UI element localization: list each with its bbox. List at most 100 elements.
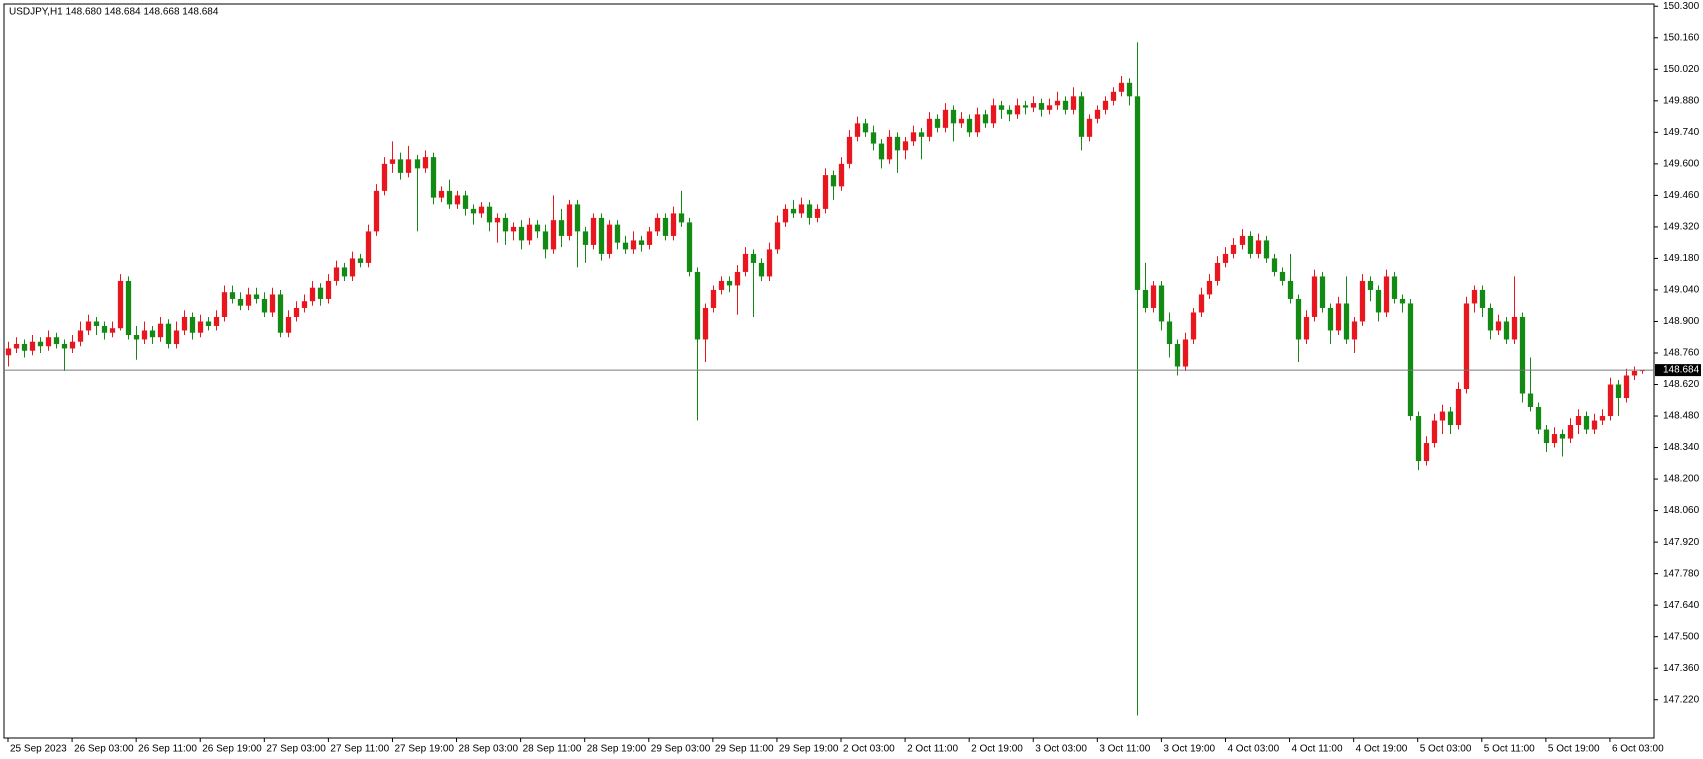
candle-body (1455, 389, 1462, 426)
x-tick-label: 27 Sep 03:00 (266, 744, 326, 755)
y-tick-label: 150.300 (1663, 1, 1700, 12)
candle-body (1247, 235, 1254, 254)
candle-body (1070, 96, 1077, 110)
candle-body (1607, 384, 1614, 417)
candle-body (1022, 105, 1029, 108)
x-tick-label: 27 Sep 11:00 (330, 744, 389, 755)
y-tick-label: 147.360 (1663, 663, 1700, 674)
candle-body (790, 208, 797, 214)
x-tick-label: 26 Sep 19:00 (202, 744, 262, 755)
candle-body (1375, 289, 1382, 313)
candle-body (558, 220, 565, 236)
candle-body (1046, 105, 1053, 110)
candle-body (1062, 100, 1069, 110)
candle-body (622, 242, 629, 250)
x-tick-label: 26 Sep 03:00 (74, 744, 134, 755)
candle-body (29, 341, 36, 351)
candle-body (854, 123, 861, 137)
last-price-box (1655, 364, 1701, 377)
candle-body (966, 118, 973, 133)
candle-body (1503, 321, 1510, 340)
x-tick-label: 4 Oct 11:00 (1292, 744, 1343, 755)
candle-body (1150, 285, 1157, 308)
candle-body (365, 231, 372, 263)
candle-body (646, 231, 653, 245)
candle-body (758, 262, 765, 277)
candle-body (45, 337, 52, 347)
candle-body (1126, 82, 1133, 97)
candle-body (141, 330, 148, 340)
candle-body (261, 298, 268, 313)
candle-body (1471, 289, 1478, 304)
y-tick-label: 148.060 (1663, 505, 1700, 516)
candle-body (934, 118, 941, 128)
candle-body (77, 330, 84, 342)
candle-body (982, 114, 989, 124)
candle-body (694, 271, 701, 340)
candle-body (814, 208, 821, 218)
candle-body (109, 328, 116, 333)
candle-body (197, 321, 204, 333)
candle-body (614, 224, 621, 243)
y-tick-label: 148.760 (1663, 348, 1700, 359)
candle-body (1623, 375, 1630, 399)
candle-body (1287, 280, 1294, 299)
candle-body (718, 280, 725, 290)
candle-body (1206, 280, 1213, 295)
x-tick-label: 29 Sep 11:00 (715, 744, 774, 755)
candle-body (830, 175, 837, 187)
candle-body (990, 105, 997, 124)
y-tick-label: 148.480 (1663, 411, 1700, 422)
candle-body (870, 132, 877, 144)
candle-body (157, 323, 164, 338)
candle-body (253, 294, 260, 299)
candle-body (430, 157, 437, 198)
candle-body (285, 316, 292, 333)
candle-body (1439, 411, 1446, 421)
candle-body (822, 175, 829, 209)
candle-body (1118, 82, 1125, 92)
candle-body (846, 136, 853, 164)
candle-body (37, 341, 44, 347)
candle-body (333, 267, 340, 281)
candle-body (462, 195, 469, 209)
candle-body (478, 206, 485, 214)
x-tick-label: 28 Sep 03:00 (459, 744, 519, 755)
candle-body (165, 323, 172, 344)
last-price-label: 148.684 (1663, 365, 1700, 376)
candle-body (534, 224, 541, 232)
candle-body (750, 253, 757, 263)
candle-body (1094, 109, 1101, 119)
candle-body (1367, 280, 1374, 290)
candle-body (710, 289, 717, 308)
candle-body (101, 325, 108, 333)
candle-body (229, 292, 236, 299)
candle-body (438, 190, 445, 198)
candle-body (1351, 321, 1358, 340)
candle-body (1407, 303, 1414, 417)
candle-body (662, 217, 669, 236)
candle-body (325, 280, 332, 299)
candle-body (926, 118, 933, 137)
candle-body (1182, 339, 1189, 367)
y-tick-label: 149.740 (1663, 127, 1700, 138)
candle-body (1006, 109, 1013, 115)
candle-body (1463, 303, 1470, 390)
candle-body (1415, 416, 1422, 462)
y-tick-label: 148.900 (1663, 316, 1700, 327)
candle-body (1054, 100, 1061, 106)
candle-body (1319, 276, 1326, 308)
candle-body (13, 343, 20, 349)
y-tick-label: 149.320 (1663, 222, 1700, 233)
candle-body (133, 334, 140, 340)
candle-body (838, 163, 845, 187)
candle-body (1311, 276, 1318, 317)
x-tick-label: 5 Oct 19:00 (1548, 744, 1600, 755)
x-tick-label: 28 Sep 19:00 (587, 744, 647, 755)
candle-body (1423, 443, 1430, 462)
candle-body (317, 287, 324, 299)
candle-body (1335, 303, 1342, 331)
candle-body (1591, 420, 1598, 430)
candle-body (422, 157, 429, 169)
